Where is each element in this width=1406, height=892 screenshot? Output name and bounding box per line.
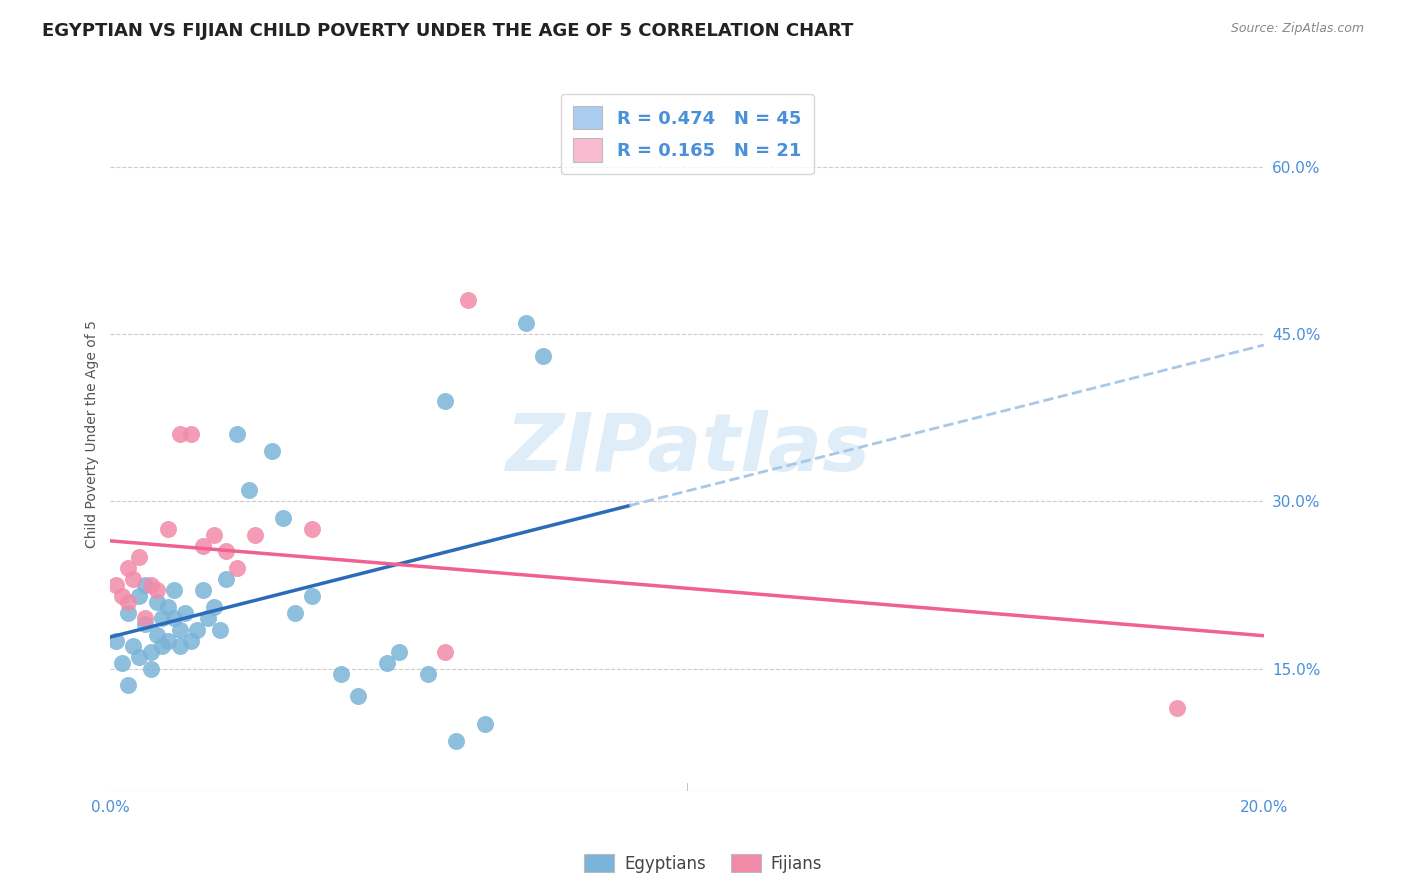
Point: [226, 427, 249, 442]
Point: [433, 393, 456, 408]
Point: [347, 690, 370, 704]
Point: [163, 611, 186, 625]
Point: [301, 522, 323, 536]
Legend: Egyptians, Fijians: Egyptians, Fijians: [578, 847, 828, 880]
Point: [117, 606, 139, 620]
Point: [197, 611, 219, 625]
Point: [122, 639, 145, 653]
Point: [186, 623, 208, 637]
Point: [273, 511, 295, 525]
Point: [330, 667, 353, 681]
Point: [202, 527, 225, 541]
Point: [134, 611, 156, 625]
Point: [128, 589, 150, 603]
Point: [157, 522, 180, 536]
Point: [150, 639, 173, 653]
Point: [111, 589, 134, 603]
Point: [208, 623, 231, 637]
Point: [174, 606, 197, 620]
Point: [243, 527, 266, 541]
Point: [191, 539, 214, 553]
Point: [457, 293, 479, 308]
Point: [169, 639, 191, 653]
Point: [128, 549, 150, 564]
Point: [1166, 700, 1188, 714]
Point: [157, 633, 180, 648]
Point: [139, 578, 162, 592]
Point: [117, 561, 139, 575]
Point: [145, 628, 167, 642]
Point: [215, 572, 238, 586]
Point: [191, 583, 214, 598]
Point: [145, 594, 167, 608]
Point: [375, 656, 398, 670]
Point: [163, 583, 186, 598]
Point: [180, 633, 202, 648]
Point: [139, 645, 162, 659]
Point: [122, 572, 145, 586]
Point: [226, 561, 249, 575]
Point: [260, 444, 283, 458]
Point: [284, 606, 307, 620]
Point: [301, 589, 323, 603]
Point: [150, 611, 173, 625]
Point: [169, 623, 191, 637]
Text: Source: ZipAtlas.com: Source: ZipAtlas.com: [1230, 22, 1364, 36]
Point: [474, 717, 496, 731]
Point: [117, 678, 139, 692]
Point: [134, 616, 156, 631]
Point: [139, 661, 162, 675]
Point: [117, 594, 139, 608]
Point: [446, 734, 468, 748]
Point: [169, 427, 191, 442]
Point: [215, 544, 238, 558]
Point: [416, 667, 439, 681]
Point: [111, 656, 134, 670]
Text: EGYPTIAN VS FIJIAN CHILD POVERTY UNDER THE AGE OF 5 CORRELATION CHART: EGYPTIAN VS FIJIAN CHILD POVERTY UNDER T…: [42, 22, 853, 40]
Y-axis label: Child Poverty Under the Age of 5: Child Poverty Under the Age of 5: [86, 320, 100, 549]
Text: ZIPatlas: ZIPatlas: [505, 409, 870, 488]
Point: [433, 645, 456, 659]
Legend: R = 0.474   N = 45, R = 0.165   N = 21: R = 0.474 N = 45, R = 0.165 N = 21: [561, 94, 814, 174]
Point: [515, 316, 537, 330]
Point: [157, 600, 180, 615]
Point: [145, 583, 167, 598]
Point: [388, 645, 411, 659]
Point: [105, 633, 128, 648]
Point: [128, 650, 150, 665]
Point: [202, 600, 225, 615]
Point: [238, 483, 260, 497]
Point: [134, 578, 156, 592]
Point: [531, 349, 554, 363]
Point: [180, 427, 202, 442]
Point: [105, 578, 128, 592]
